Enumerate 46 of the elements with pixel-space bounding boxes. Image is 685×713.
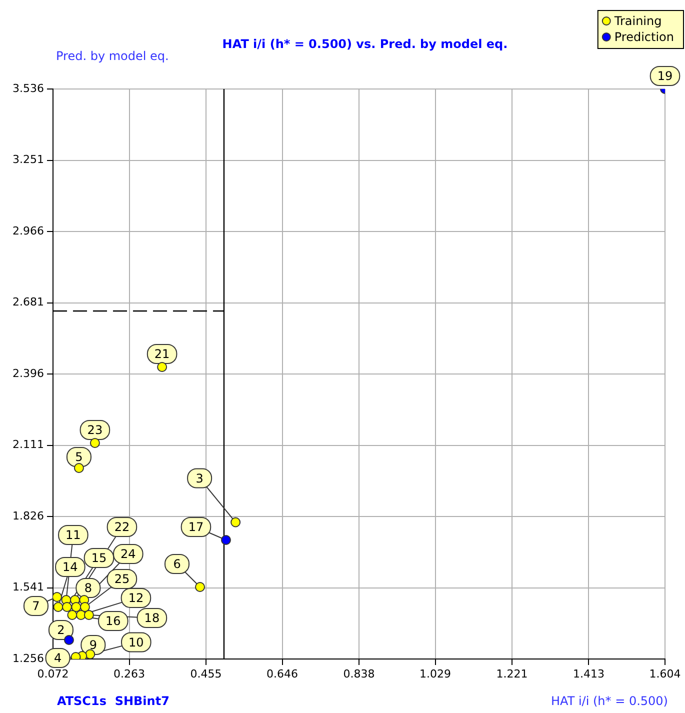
- annotation: 18: [144, 611, 160, 626]
- y-tick-label: 2.396: [12, 366, 44, 380]
- x-tick-label: 1.413: [572, 667, 604, 680]
- annotation: 23: [87, 423, 103, 438]
- y-tick-label: 2.681: [12, 296, 44, 309]
- chart-title: HAT i/i (h* = 0.500) vs. Pred. by model eq.: [222, 37, 508, 52]
- legend-label: Prediction: [614, 30, 674, 44]
- y-tick-label: 2.966: [12, 224, 44, 238]
- annotation: 6: [173, 557, 181, 572]
- x-axis-title: HAT i/i (h* = 0.500): [551, 694, 668, 708]
- annotation: 15: [91, 551, 107, 566]
- annotation: 5: [75, 450, 83, 464]
- x-tick-label: 0.455: [190, 667, 222, 680]
- annotation: 8: [84, 581, 92, 596]
- annotation: 14: [62, 560, 78, 574]
- y-axis-title: Pred. by model eq.: [56, 49, 169, 64]
- x-tick-label: 1.029: [420, 667, 452, 680]
- annotation: 24: [120, 547, 136, 562]
- annotation: 7: [32, 599, 40, 614]
- x-tick-label: 1.604: [649, 667, 681, 680]
- x-tick-label: 0.838: [343, 667, 375, 680]
- annotation: 12: [128, 591, 144, 606]
- y-tick-label: 3.536: [12, 82, 44, 95]
- annotation: 2: [57, 623, 65, 638]
- annotation: 4: [54, 651, 62, 666]
- text: ATSC1s SHBint7: [57, 694, 170, 708]
- y-tick-label: 1.826: [12, 509, 44, 522]
- y-tick-label: 3.251: [12, 153, 44, 166]
- annotation: 21: [154, 347, 170, 362]
- annotation: 11: [66, 528, 81, 542]
- x-tick-label: 0.646: [266, 667, 298, 680]
- annotation: 17: [188, 520, 204, 534]
- x-tick-label: 0.263: [114, 667, 146, 680]
- x-tick-label: 0.072: [37, 667, 69, 680]
- annotation: 9: [89, 638, 97, 652]
- annotation: 25: [114, 572, 130, 586]
- x-tick-label: 1.221: [496, 667, 528, 680]
- y-tick-label: 1.256: [12, 652, 44, 665]
- legend-label: Training: [613, 14, 662, 28]
- annotation: 10: [128, 635, 144, 650]
- annotation: 22: [114, 520, 130, 534]
- annotation: 16: [106, 614, 121, 628]
- y-tick-label: 2.111: [12, 438, 44, 452]
- annotation: 3: [196, 471, 204, 486]
- y-tick-label: 1.541: [12, 580, 44, 594]
- annotation: 19: [657, 69, 673, 84]
